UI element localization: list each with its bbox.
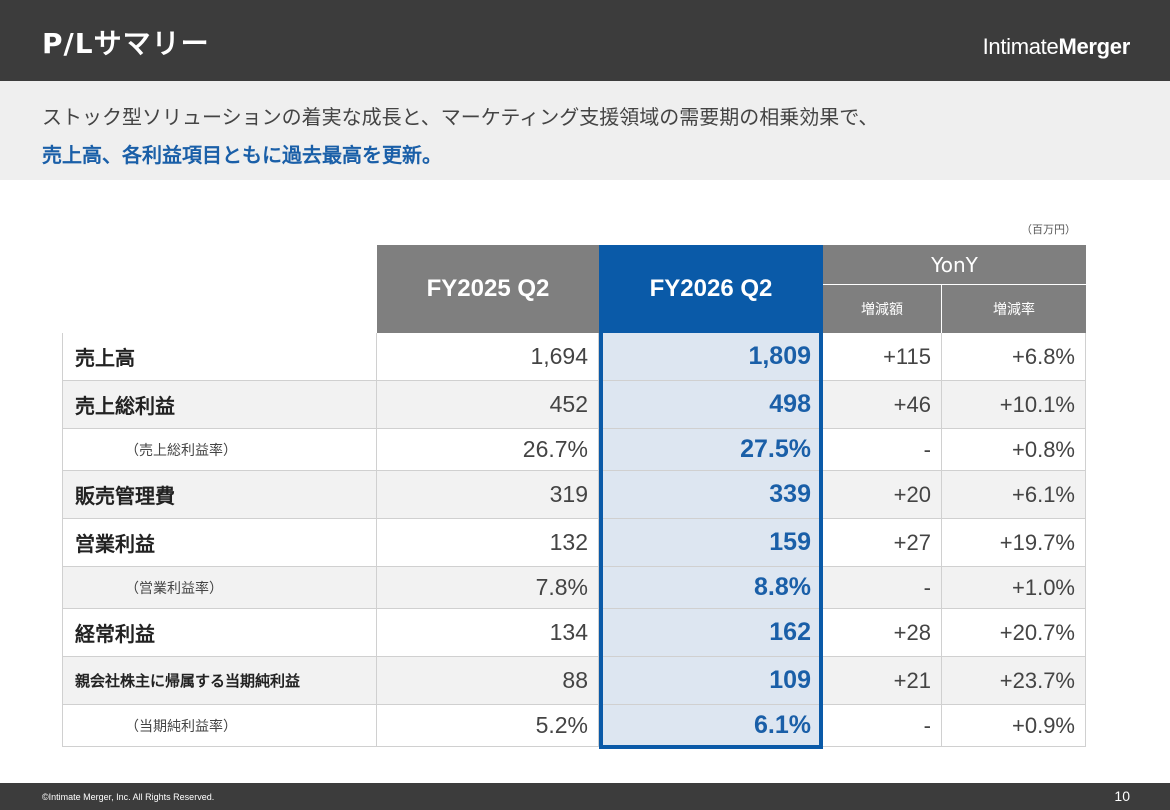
- table-row-operating-profit: 営業利益 132 159 +27 +19.7%: [62, 519, 1086, 567]
- footer-bar: [0, 783, 1170, 810]
- change-rate: +23.7%: [942, 657, 1086, 704]
- fy2025-value: 88: [377, 657, 599, 704]
- change-amount: +46: [823, 381, 942, 428]
- fy2025-value: 452: [377, 381, 599, 428]
- fy2026-value: 109: [599, 657, 823, 704]
- logo-text-regular: Intimate: [982, 34, 1059, 59]
- subtitle-band: [0, 81, 1170, 180]
- change-rate: +10.1%: [942, 381, 1086, 428]
- change-amount: -: [823, 705, 942, 746]
- table-row-sga: 販売管理費 319 339 +20 +6.1%: [62, 471, 1086, 519]
- copyright-text: ©Intimate Merger, Inc. All Rights Reserv…: [42, 792, 215, 802]
- page-number: 10: [1114, 788, 1130, 804]
- fy2025-value: 1,694: [377, 333, 599, 380]
- table-row-gross-profit: 売上総利益 452 498 +46 +10.1%: [62, 381, 1086, 429]
- unit-note: （百万円）: [1021, 223, 1076, 236]
- fy2025-value: 319: [377, 471, 599, 518]
- change-amount: +21: [823, 657, 942, 704]
- subtitle-line-1: ストック型ソリューションの着実な成長と、マーケティング支援領域の需要期の相乗効果…: [42, 105, 879, 129]
- row-label: 経常利益: [62, 609, 377, 656]
- change-rate: +20.7%: [942, 609, 1086, 656]
- change-rate: +6.8%: [942, 333, 1086, 380]
- fy2026-value: 27.5%: [599, 429, 823, 470]
- fy2026-value: 1,809: [599, 333, 823, 380]
- column-header-change-rate: 増減率: [942, 285, 1086, 333]
- fy2025-value: 26.7%: [377, 429, 599, 470]
- change-amount: +27: [823, 519, 942, 566]
- change-amount: +20: [823, 471, 942, 518]
- row-label: 営業利益: [62, 519, 377, 566]
- fy2026-value: 8.8%: [599, 567, 823, 608]
- table-row-ordinary-profit: 経常利益 134 162 +28 +20.7%: [62, 609, 1086, 657]
- fy2026-value: 162: [599, 609, 823, 656]
- fy2025-value: 7.8%: [377, 567, 599, 608]
- fy2026-value: 159: [599, 519, 823, 566]
- logo-text-bold: Merger: [1058, 34, 1130, 59]
- subtitle-line-2: 売上高、各利益項目ともに過去最高を更新。: [42, 143, 442, 167]
- column-header-fy2026q2: FY2026 Q2: [599, 245, 823, 333]
- table-row-revenue: 売上高 1,694 1,809 +115 +6.8%: [62, 333, 1086, 381]
- table-row-net-income: 親会社株主に帰属する当期純利益 88 109 +21 +23.7%: [62, 657, 1086, 705]
- fy2025-value: 132: [377, 519, 599, 566]
- company-logo: IntimateMerger: [982, 34, 1131, 60]
- fy2025-value: 5.2%: [377, 705, 599, 746]
- change-amount: +115: [823, 333, 942, 380]
- change-amount: +28: [823, 609, 942, 656]
- column-header-yony: YonY: [823, 245, 1086, 285]
- change-rate: +19.7%: [942, 519, 1086, 566]
- row-label: （当期純利益率）: [62, 705, 377, 746]
- column-header-fy2025q2: FY2025 Q2: [377, 245, 599, 333]
- column-header-change-amount: 増減額: [823, 285, 942, 333]
- pl-summary-table: 売上高 1,694 1,809 +115 +6.8% 売上総利益 452 498…: [62, 333, 1086, 747]
- row-label: 売上高: [62, 333, 377, 380]
- row-label: 親会社株主に帰属する当期純利益: [62, 657, 377, 704]
- change-rate: +0.8%: [942, 429, 1086, 470]
- fy2026-value: 6.1%: [599, 705, 823, 746]
- fy2025-value: 134: [377, 609, 599, 656]
- change-amount: -: [823, 429, 942, 470]
- fy2026-value: 498: [599, 381, 823, 428]
- change-rate: +1.0%: [942, 567, 1086, 608]
- top-bar: [0, 0, 1170, 81]
- change-rate: +0.9%: [942, 705, 1086, 746]
- row-label: 売上総利益: [62, 381, 377, 428]
- row-label: （売上総利益率）: [62, 429, 377, 470]
- table-row-operating-margin: （営業利益率） 7.8% 8.8% - +1.0%: [62, 567, 1086, 609]
- table-row-net-margin: （当期純利益率） 5.2% 6.1% - +0.9%: [62, 705, 1086, 747]
- row-label: （営業利益率）: [62, 567, 377, 608]
- table-row-gross-margin: （売上総利益率） 26.7% 27.5% - +0.8%: [62, 429, 1086, 471]
- fy2026-value: 339: [599, 471, 823, 518]
- row-label: 販売管理費: [62, 471, 377, 518]
- page-title: P/Lサマリー: [42, 27, 210, 60]
- change-rate: +6.1%: [942, 471, 1086, 518]
- change-amount: -: [823, 567, 942, 608]
